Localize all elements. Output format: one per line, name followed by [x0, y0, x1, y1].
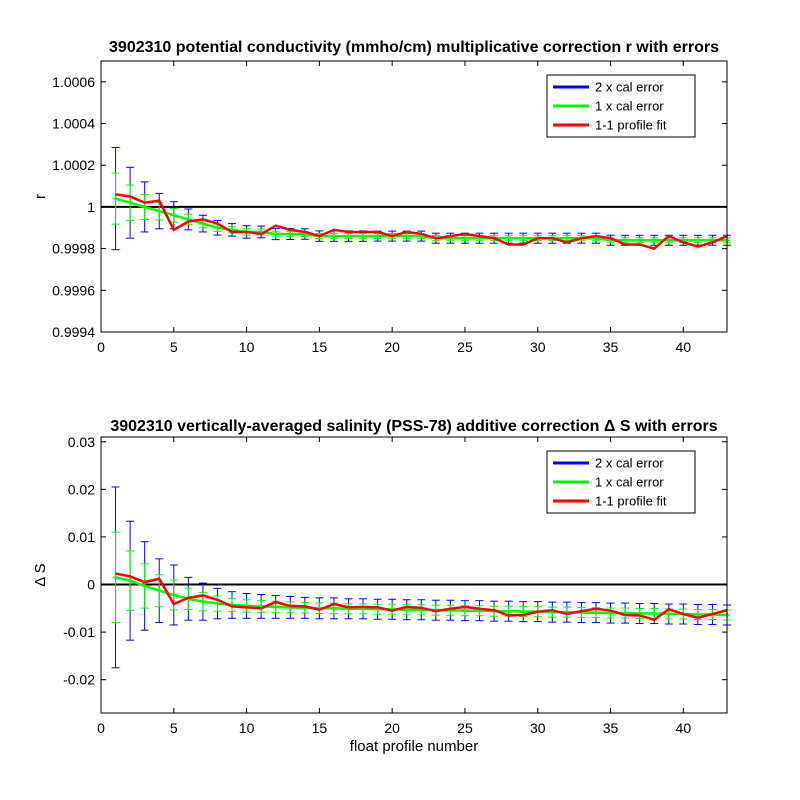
series-point-1x-cal	[403, 233, 410, 240]
series-point-1x-cal	[156, 587, 163, 594]
y-axis-label: r	[32, 194, 49, 199]
x-tick-label: 30	[530, 339, 546, 355]
y-tick-label: 0.9994	[52, 324, 95, 340]
series-point-1x-cal	[272, 603, 279, 610]
x-tick-label: 15	[312, 720, 328, 736]
axes-box	[100, 60, 728, 333]
y-tick-label: 0.03	[68, 434, 95, 450]
x-axis-label: float profile number	[350, 738, 478, 755]
x-tick-label: 10	[239, 339, 255, 355]
series-point-1x-cal	[199, 598, 206, 605]
x-tick-label: 35	[603, 339, 619, 355]
y-tick-label: 1.0004	[52, 116, 95, 132]
x-tick-label: 40	[676, 339, 692, 355]
legend-1x-cal-error-label: 1 x cal error	[595, 475, 664, 490]
legend-2x-cal-error-label: 2 x cal error	[595, 456, 664, 471]
series-point-1x-cal	[345, 233, 352, 240]
series-point-1x-cal	[505, 235, 512, 242]
y-tick-label: 0.02	[68, 481, 95, 497]
x-tick-label: 40	[676, 720, 692, 736]
x-tick-label: 10	[239, 720, 255, 736]
series-point-1x-cal	[272, 231, 279, 238]
series-point-1x-cal	[112, 195, 119, 202]
series-point-1x-cal	[214, 224, 221, 231]
series-point-1x-cal	[694, 611, 701, 618]
y-tick-label: -0.01	[63, 624, 95, 640]
series-point-1x-cal	[563, 235, 570, 242]
series-point-1x-cal	[592, 609, 599, 616]
series-point-1x-cal	[665, 611, 672, 618]
y-tick-label: -0.02	[63, 672, 95, 688]
y-axis-label: Δ S	[32, 563, 49, 586]
series-point-1x-cal	[651, 237, 658, 244]
series-point-1x-cal	[127, 577, 134, 584]
x-tick-label: 25	[457, 339, 473, 355]
x-tick-label: 20	[384, 720, 400, 736]
x-tick-label: 15	[312, 339, 328, 355]
y-tick-label: 0.9998	[52, 241, 95, 257]
x-tick-label: 35	[603, 720, 619, 736]
series-point-1x-cal	[360, 233, 367, 240]
series-point-1x-cal	[156, 208, 163, 215]
panel-salinity: 3902310 vertically-averaged salinity (PS…	[32, 418, 731, 755]
x-tick-label: 5	[170, 720, 178, 736]
series-point-1x-cal	[374, 233, 381, 240]
y-tick-label: 1.0006	[52, 74, 95, 90]
series-point-1x-cal	[141, 203, 148, 210]
series-point-1x-cal	[505, 608, 512, 615]
chart-title: 3902310 potential conductivity (mmho/cm)…	[109, 39, 719, 56]
series-point-1x-cal	[622, 237, 629, 244]
x-tick-label: 5	[170, 339, 178, 355]
y-tick-label: 1	[87, 199, 95, 215]
y-tick-label: 0	[87, 577, 95, 593]
y-tick-label: 1.0002	[52, 157, 95, 173]
series-point-1x-cal	[112, 574, 119, 581]
series-point-1x-cal	[651, 610, 658, 617]
series-point-1x-cal	[520, 235, 527, 242]
x-tick-label: 20	[384, 339, 400, 355]
x-tick-label: 0	[97, 720, 105, 736]
series-point-1x-cal	[330, 605, 337, 612]
series-point-1x-cal	[199, 220, 206, 227]
series-point-1x-cal	[214, 600, 221, 607]
series-point-1x-cal	[170, 591, 177, 598]
x-tick-label: 25	[457, 720, 473, 736]
series-line-profile-fit	[115, 572, 728, 622]
series-point-1x-cal	[287, 231, 294, 238]
axes-box	[100, 436, 728, 714]
series-line-profile-fit	[115, 193, 728, 251]
series-point-1x-cal	[636, 237, 643, 244]
chart-title: 3902310 vertically-averaged salinity (PS…	[110, 418, 717, 435]
x-tick-label: 30	[530, 720, 546, 736]
series-point-1x-cal	[141, 582, 148, 589]
series-point-1x-cal	[520, 608, 527, 615]
series-point-1x-cal	[694, 237, 701, 244]
series-point-1x-cal	[170, 212, 177, 219]
x-tick-label: 0	[97, 339, 105, 355]
series-point-1x-cal	[461, 607, 468, 614]
series-point-1x-cal	[461, 235, 468, 242]
y-tick-label: 0.01	[68, 529, 95, 545]
legend-profile-fit-label: 1-1 profile fit	[595, 118, 667, 133]
y-tick-label: 0.9996	[52, 282, 95, 298]
panel-conductivity: 3902310 potential conductivity (mmho/cm)…	[32, 39, 731, 355]
legend-profile-fit-label: 1-1 profile fit	[595, 494, 667, 509]
legend-1x-cal-error-label: 1 x cal error	[595, 99, 664, 114]
series-point-1x-cal	[330, 233, 337, 240]
legend-2x-cal-error-label: 2 x cal error	[595, 80, 664, 95]
series-point-1x-cal	[665, 237, 672, 244]
series-point-1x-cal	[127, 199, 134, 206]
